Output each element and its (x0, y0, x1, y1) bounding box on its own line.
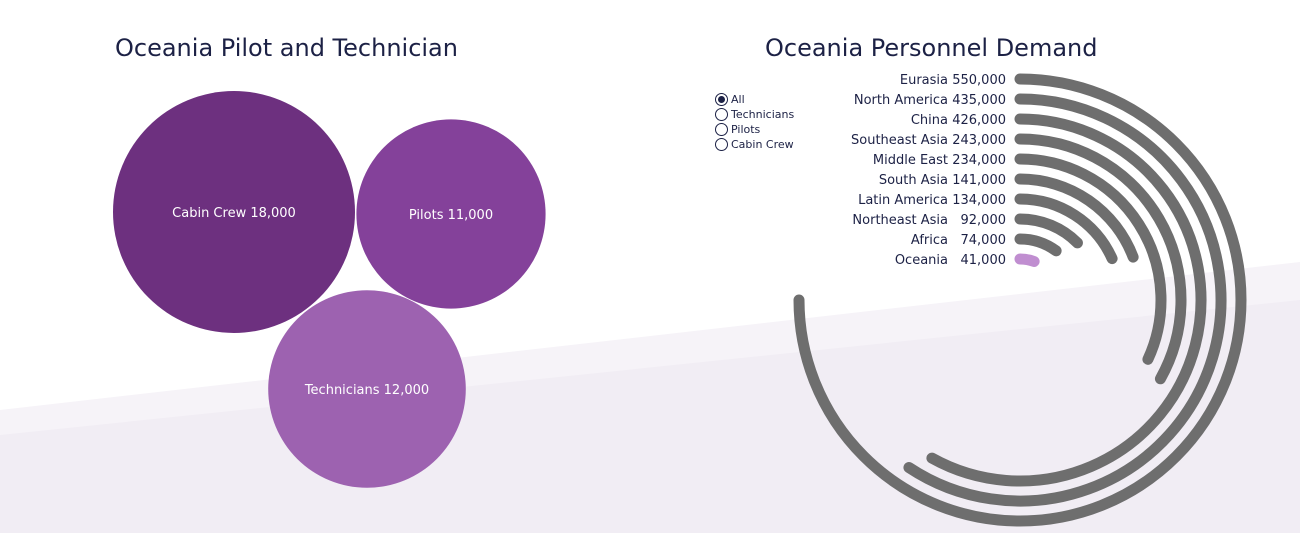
bubble-label-technicians: Technicians 12,000 (304, 383, 429, 398)
arc-africa[interactable] (1014, 233, 1062, 257)
arc-south-asia[interactable] (1014, 173, 1139, 263)
value-label-middle-east: 234,000 (952, 153, 1006, 168)
arc-northeast-asia[interactable] (1014, 213, 1083, 249)
arc-middle-east[interactable] (1014, 153, 1167, 365)
value-label-north-america: 435,000 (952, 93, 1006, 108)
radio-label: Cabin Crew (731, 138, 794, 151)
radio-technicians[interactable]: Technicians (715, 107, 794, 122)
radio-label: Pilots (731, 123, 761, 136)
arc-oceania[interactable] (1014, 253, 1040, 267)
region-label-oceania: Oceania (895, 253, 948, 268)
value-label-oceania: 41,000 (961, 253, 1007, 268)
region-label-latin-america: Latin America (858, 193, 948, 208)
arc-eurasia[interactable] (793, 73, 1247, 527)
radio-label: Technicians (731, 108, 795, 121)
arc-china[interactable] (926, 113, 1207, 487)
radio-all[interactable]: All (715, 92, 794, 107)
radial-bar-chart: 550,000 Eurasia 435,000 North America 426,00… (793, 73, 1247, 527)
personnel-filter: All Technicians Pilots Cabin Crew (715, 92, 794, 152)
region-label-eurasia: Eurasia (900, 73, 948, 88)
region-label-northeast-asia: Northeast Asia (852, 213, 948, 228)
radio-pilots[interactable]: Pilots (715, 122, 794, 137)
arc-latin-america[interactable] (1014, 193, 1118, 265)
value-label-africa: 74,000 (961, 233, 1007, 248)
radial-chart-title: Oceania Personnel Demand (765, 34, 1098, 62)
value-label-latin-america: 134,000 (952, 193, 1006, 208)
bubble-technicians[interactable] (268, 290, 466, 488)
region-label-middle-east: Middle East (873, 153, 948, 168)
bubble-cabin-crew[interactable] (113, 91, 355, 333)
radio-label: All (731, 93, 745, 106)
radio-button-icon[interactable] (715, 108, 728, 121)
radio-button-icon[interactable] (715, 138, 728, 151)
radio-button-icon[interactable] (715, 93, 728, 106)
region-label-southeast-asia: Southeast Asia (851, 133, 948, 148)
region-label-north-america: North America (854, 93, 948, 108)
bubble-pilots[interactable] (356, 119, 546, 309)
value-label-southeast-asia: 243,000 (952, 133, 1006, 148)
bubble-chart-title: Oceania Pilot and Technician (115, 34, 458, 62)
bubble-label-cabin-crew: Cabin Crew 18,000 (172, 206, 296, 221)
value-label-china: 426,000 (952, 113, 1006, 128)
radio-button-icon[interactable] (715, 123, 728, 136)
region-label-china: China (911, 113, 948, 128)
radio-cabin-crew[interactable]: Cabin Crew (715, 137, 794, 152)
region-label-south-asia: South Asia (879, 173, 948, 188)
bubble-chart: Cabin Crew 18,000 Pilots 11,000 Technician… (113, 91, 546, 488)
value-label-northeast-asia: 92,000 (961, 213, 1007, 228)
arc-north-america[interactable] (903, 93, 1227, 507)
arc-southeast-asia[interactable] (1014, 133, 1187, 385)
value-label-south-asia: 141,000 (952, 173, 1006, 188)
bubble-label-pilots: Pilots 11,000 (409, 208, 493, 223)
value-label-eurasia: 550,000 (952, 73, 1006, 88)
region-label-africa: Africa (911, 233, 948, 248)
